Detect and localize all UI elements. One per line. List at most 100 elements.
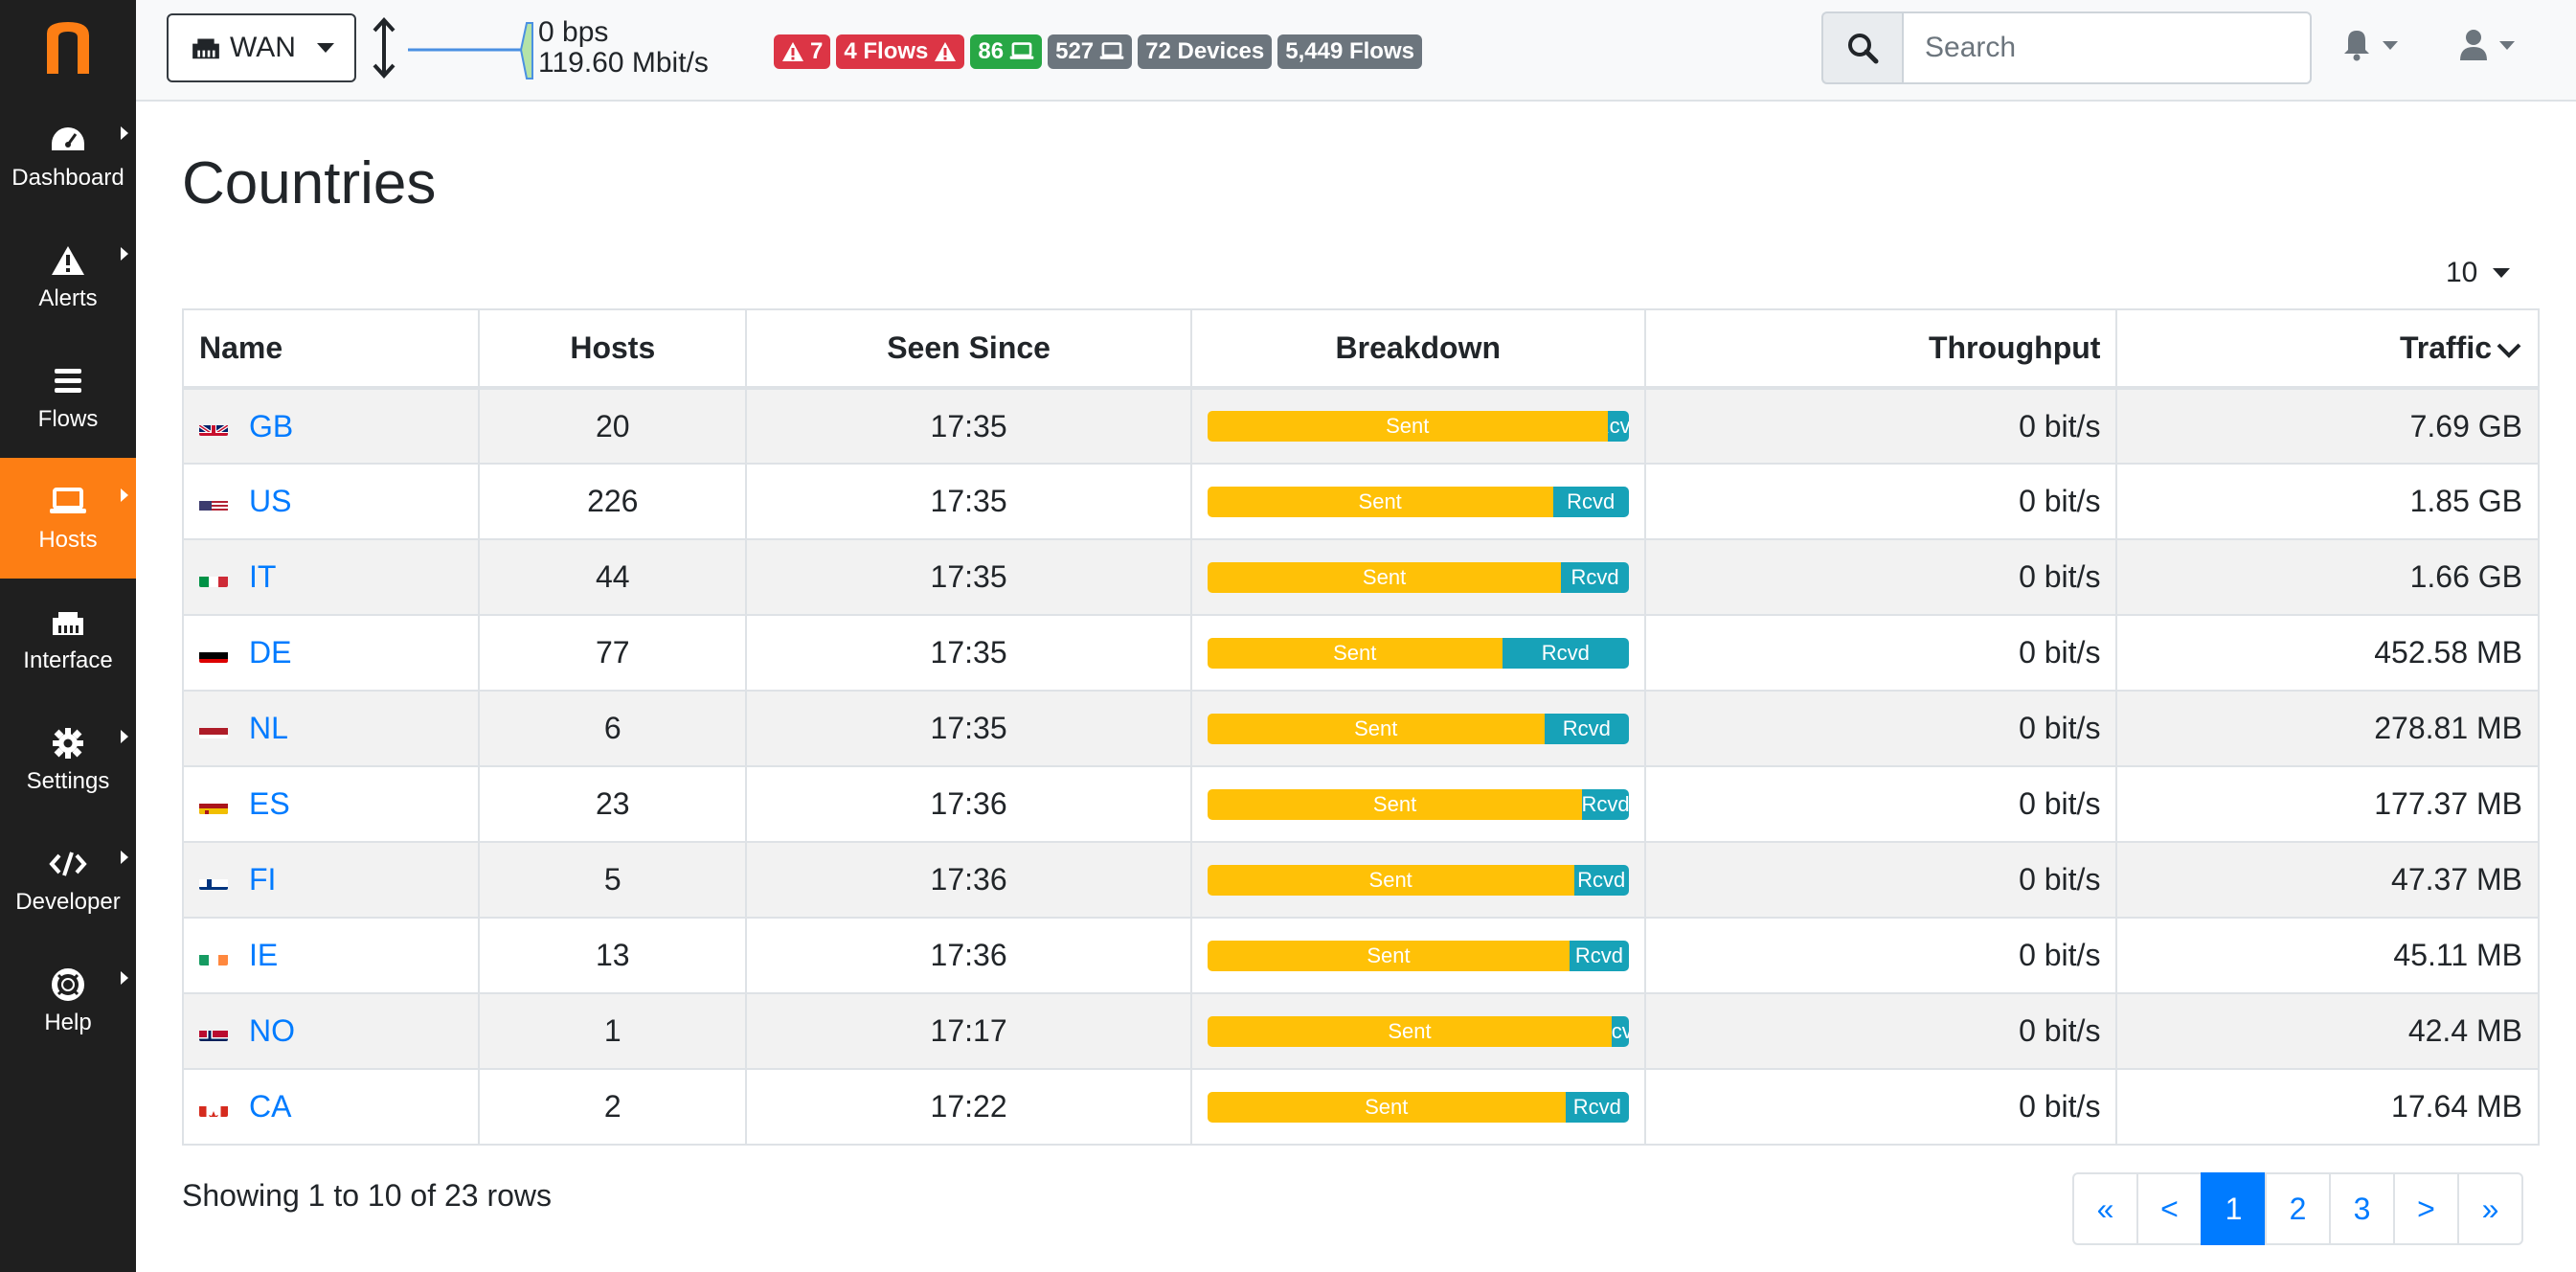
interface-selector[interactable]: WAN <box>167 13 356 82</box>
sidebar-item-label: Settings <box>26 768 110 794</box>
page-button[interactable]: 2 <box>2265 1172 2331 1245</box>
sidebar-item-settings[interactable]: Settings <box>0 699 136 820</box>
flows-badge[interactable]: 5,449 Flows <box>1277 34 1422 69</box>
table-row: IE 13 17:36 Sent Rcvd 0 bit/s 45.11 MB <box>181 917 2540 994</box>
traffic-sparkline <box>408 22 533 80</box>
sort-desc-icon <box>2497 343 2521 358</box>
page-button[interactable]: > <box>2393 1172 2459 1245</box>
cell-seen-since: 17:36 <box>745 765 1192 843</box>
local-hosts-badge[interactable]: 86 <box>970 34 1043 69</box>
bars-icon <box>49 362 87 400</box>
sidebar-item-label: Help <box>44 1010 92 1035</box>
caret-right-icon <box>121 851 128 864</box>
search-input[interactable] <box>1902 11 2312 84</box>
column-header-name[interactable]: Name <box>181 308 481 390</box>
cell-name: NO <box>181 992 481 1070</box>
search-button[interactable] <box>1821 11 1902 84</box>
cell-name: FI <box>181 841 481 919</box>
flag-ie-icon <box>199 946 228 965</box>
country-link[interactable]: IE <box>249 938 279 972</box>
cell-throughput: 0 bit/s <box>1643 463 2118 540</box>
sidebar-item-help[interactable]: Help <box>0 941 136 1061</box>
sent-segment: Sent <box>1207 637 1503 669</box>
cell-throughput: 0 bit/s <box>1643 917 2118 994</box>
country-link[interactable]: NO <box>249 1013 295 1048</box>
country-link[interactable]: ES <box>249 786 290 821</box>
page-button[interactable]: 1 <box>2201 1172 2267 1245</box>
sent-segment: Sent <box>1207 940 1570 971</box>
sent-segment: Sent <box>1207 864 1574 896</box>
cell-seen-since: 17:17 <box>745 992 1192 1070</box>
rcvd-segment: Rcvd <box>1544 713 1629 744</box>
download-rate: 119.60 Mbit/s <box>538 47 709 79</box>
country-link[interactable]: FI <box>249 862 277 897</box>
column-header-throughput[interactable]: Throughput <box>1643 308 2118 390</box>
throughput-readout[interactable]: 0 bps 119.60 Mbit/s <box>538 17 709 79</box>
flow-alerts-badge[interactable]: 4 Flows <box>836 34 965 69</box>
page-button[interactable]: < <box>2136 1172 2203 1245</box>
sidebar-item-alerts[interactable]: Alerts <box>0 216 136 337</box>
cell-traffic: 177.37 MB <box>2115 765 2540 843</box>
country-link[interactable]: CA <box>249 1089 292 1124</box>
cell-traffic: 45.11 MB <box>2115 917 2540 994</box>
sent-segment: Sent <box>1207 713 1545 744</box>
caret-down-icon <box>316 43 334 53</box>
flag-us-icon <box>199 492 228 511</box>
column-header-breakdown: Breakdown <box>1189 308 1646 390</box>
country-link[interactable]: US <box>249 484 292 518</box>
rows-per-page-dropdown[interactable]: 10 <box>2446 257 2511 289</box>
bell-icon <box>2344 31 2369 61</box>
sent-segment: Sent <box>1207 1015 1613 1047</box>
cell-hosts: 13 <box>478 917 748 994</box>
search-box <box>1821 11 2312 84</box>
column-header-hosts[interactable]: Hosts <box>478 308 748 390</box>
tachometer-icon <box>49 121 87 159</box>
remote-hosts-badge[interactable]: 527 <box>1048 34 1133 69</box>
table-row: FI 5 17:36 Sent Rcvd 0 bit/s 47.37 MB <box>181 841 2540 919</box>
sidebar-item-label: Interface <box>23 647 113 673</box>
cell-hosts: 23 <box>478 765 748 843</box>
user-dropdown[interactable] <box>2459 29 2515 61</box>
column-header-seen-since[interactable]: Seen Since <box>745 308 1192 390</box>
life-ring-icon <box>49 965 87 1004</box>
column-header-traffic[interactable]: Traffic <box>2115 308 2540 390</box>
country-link[interactable]: GB <box>249 408 294 443</box>
table-row: IT 44 17:35 Sent Rcvd 0 bit/s 1.66 GB <box>181 538 2540 616</box>
up-down-arrows-icon <box>373 17 395 79</box>
cell-traffic: 452.58 MB <box>2115 614 2540 692</box>
page-button[interactable]: « <box>2072 1172 2138 1245</box>
sidebar-item-developer[interactable]: Developer <box>0 820 136 941</box>
ntopng-logo[interactable] <box>0 0 136 96</box>
flag-es-icon <box>199 795 228 814</box>
notifications-dropdown[interactable] <box>2342 29 2398 61</box>
sidebar-item-interface[interactable]: Interface <box>0 579 136 699</box>
devices-badge[interactable]: 72 Devices <box>1138 34 1273 69</box>
cell-name: NL <box>181 690 481 767</box>
country-link[interactable]: NL <box>249 711 288 745</box>
sidebar-item-hosts[interactable]: Hosts <box>0 458 136 579</box>
table-row: DE 77 17:35 Sent Rcvd 0 bit/s 452.58 MB <box>181 614 2540 692</box>
countries-table: Name Hosts Seen Since Breakdown Throughp… <box>181 308 2540 1146</box>
flag-ca-icon <box>199 1098 228 1117</box>
caret-right-icon <box>121 126 128 140</box>
sidebar-item-flows[interactable]: Flows <box>0 337 136 458</box>
upload-rate: 0 bps <box>538 16 609 48</box>
rcvd-segment: Rcvd <box>1570 940 1629 971</box>
sidebar-item-dashboard[interactable]: Dashboard <box>0 96 136 216</box>
sidebar: Dashboard Alerts Flows Hosts Interface S… <box>0 0 136 1272</box>
caret-right-icon <box>121 730 128 743</box>
page-button[interactable]: » <box>2457 1172 2523 1245</box>
country-link[interactable]: DE <box>249 635 292 670</box>
sent-segment: Sent <box>1207 411 1608 442</box>
page-button[interactable]: 3 <box>2329 1172 2395 1245</box>
cell-name: US <box>181 463 481 540</box>
alerts-badge[interactable]: 7 <box>774 34 831 69</box>
country-link[interactable]: IT <box>249 559 277 594</box>
